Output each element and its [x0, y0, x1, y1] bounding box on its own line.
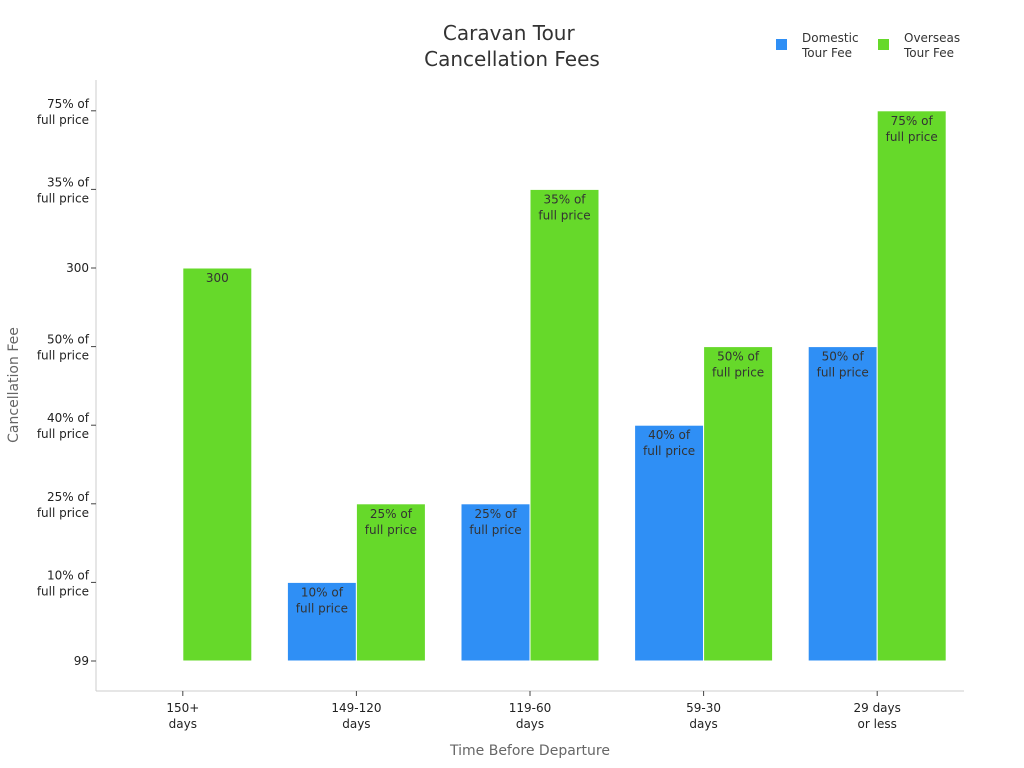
- y-tick-label: 10% of full price: [37, 568, 90, 598]
- domestic-bar: [460, 503, 531, 662]
- bar-data-label: 10% of full price: [296, 585, 348, 615]
- bar-data-label: 40% of full price: [643, 428, 695, 458]
- bar-data-label: 300: [206, 271, 229, 285]
- legend-label-line: Tour Fee: [903, 46, 954, 60]
- bar-data-label-line: full price: [643, 444, 695, 458]
- overseas-bar: [355, 503, 426, 662]
- y-tick-label-line: full price: [37, 506, 89, 520]
- legend-label-line: Tour Fee: [801, 46, 852, 60]
- y-tick-label: 35% of full price: [37, 175, 90, 205]
- y-tick-label: 75% of full price: [37, 97, 90, 127]
- x-tick-label: 59-30 days: [686, 701, 721, 731]
- overseas-bar: [182, 267, 253, 662]
- y-tick-label-line: 10% of: [47, 568, 90, 582]
- chart-title-line-2: Cancellation Fees: [424, 47, 600, 71]
- x-tick-label-line: or less: [858, 717, 897, 731]
- x-tick-label-line: days: [689, 717, 717, 731]
- bar-data-label: 75% of full price: [886, 114, 938, 144]
- bar-data-label: 35% of full price: [538, 192, 590, 222]
- x-tick-label: 149-120 days: [331, 701, 381, 731]
- bar-data-label-line: 35% of: [543, 192, 586, 206]
- x-tick-label-line: 150+: [166, 701, 199, 715]
- x-tick-label: 150+ days: [166, 701, 199, 731]
- bar-data-label-line: 10% of: [301, 585, 344, 599]
- bar-data-label-line: 50% of: [717, 350, 760, 364]
- bar-data-label-line: 25% of: [370, 507, 413, 521]
- bar-data-label: 25% of full price: [469, 507, 521, 537]
- x-tick-label-line: days: [342, 717, 370, 731]
- y-tick-label-line: 40% of: [47, 411, 90, 425]
- y-axis-title: Cancellation Fee: [6, 327, 22, 443]
- y-tick-label: 300: [66, 261, 89, 275]
- overseas-bar: [876, 110, 947, 662]
- x-tick-label: 29 days or less: [853, 701, 900, 731]
- bar-data-label-line: 40% of: [648, 428, 691, 442]
- overseas-bar: [703, 346, 774, 662]
- bar-data-label-line: 50% of: [822, 350, 865, 364]
- x-axis-title: Time Before Departure: [449, 743, 610, 759]
- x-tick-label: 119-60 days: [509, 701, 552, 731]
- bar-data-label-line: full price: [538, 208, 590, 222]
- legend-label-line: Domestic: [802, 31, 859, 45]
- y-tick-label: 50% of full price: [37, 333, 90, 363]
- bar-data-label: 50% of full price: [817, 350, 869, 380]
- x-tick-label-line: 59-30: [686, 701, 721, 715]
- y-tick-label-line: 35% of: [47, 175, 90, 189]
- y-tick-label-line: full price: [37, 113, 89, 127]
- y-tick-label-line: 75% of: [47, 97, 90, 111]
- y-tick-label-line: full price: [37, 427, 89, 441]
- bar-data-label: 25% of full price: [365, 507, 417, 537]
- domestic-bar: [807, 346, 878, 662]
- bar-data-label-line: full price: [712, 366, 764, 380]
- bar-data-label: 50% of full price: [712, 350, 764, 380]
- y-tick-label-line: full price: [37, 349, 89, 363]
- chart-title-line-1: Caravan Tour: [443, 21, 576, 45]
- y-tick-label: 40% of full price: [37, 411, 90, 441]
- y-tick-label-line: full price: [37, 191, 89, 205]
- domestic-bar: [634, 424, 705, 662]
- y-tick-label: 25% of full price: [37, 490, 90, 520]
- y-tick-label-line: full price: [37, 584, 89, 598]
- bar-data-label-line: full price: [886, 130, 938, 144]
- x-tick-label-line: 29 days: [853, 701, 900, 715]
- bar-data-label-line: full price: [365, 523, 417, 537]
- bar-data-label-line: full price: [469, 523, 521, 537]
- bar-data-label-line: 300: [206, 271, 229, 285]
- y-tick-label-line: 50% of: [47, 333, 90, 347]
- legend-swatch-overseas: [878, 39, 889, 50]
- bar-data-label-line: 25% of: [474, 507, 517, 521]
- legend-label: Overseas Tour Fee: [903, 31, 960, 60]
- bar-data-label-line: full price: [817, 366, 869, 380]
- y-tick-label-line: 25% of: [47, 490, 90, 504]
- bar-data-label-line: full price: [296, 601, 348, 615]
- chart-title: Caravan Tour Cancellation Fees: [424, 21, 600, 71]
- legend-label-line: Overseas: [904, 31, 960, 45]
- x-tick-label-line: 149-120: [331, 701, 381, 715]
- x-tick-label-line: days: [516, 717, 544, 731]
- bars: 10% of full price 25% of full price 40% of fu…: [182, 110, 947, 662]
- x-tick-label-line: days: [169, 717, 197, 731]
- bar-data-label-line: 75% of: [891, 114, 934, 128]
- overseas-bar: [529, 188, 600, 662]
- y-tick-label-line: 300: [66, 261, 89, 275]
- domestic-bar: [286, 581, 357, 662]
- x-tick-label-line: 119-60: [509, 701, 552, 715]
- y-tick-label-line: 99: [74, 654, 89, 668]
- legend-label: Domestic Tour Fee: [801, 31, 859, 60]
- y-tick-label: 99: [74, 654, 89, 668]
- legend-swatch-domestic: [776, 39, 787, 50]
